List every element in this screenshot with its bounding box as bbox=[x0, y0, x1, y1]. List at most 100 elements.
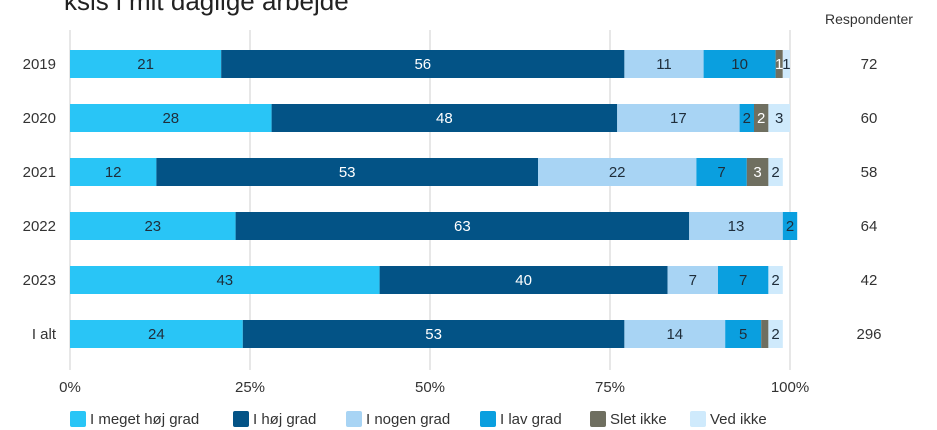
data-label: 3 bbox=[775, 110, 783, 127]
grid-lines bbox=[69, 30, 791, 370]
bar-segment bbox=[624, 320, 726, 348]
bar-segment bbox=[221, 50, 625, 78]
data-label: 14 bbox=[666, 326, 683, 343]
x-tick-label: 0% bbox=[59, 379, 81, 396]
legend-swatch bbox=[480, 411, 496, 427]
data-label: 2 bbox=[757, 110, 765, 127]
data-label: 10 bbox=[731, 56, 748, 73]
data-label: 24 bbox=[148, 326, 165, 343]
bar-segment bbox=[768, 320, 783, 348]
data-label: 13 bbox=[728, 218, 745, 235]
bar-segment bbox=[617, 104, 740, 132]
data-label: 2 bbox=[771, 272, 779, 289]
legend-item: Ved ikke bbox=[690, 411, 767, 428]
bar-segment bbox=[242, 320, 625, 348]
x-tick-label: 50% bbox=[415, 379, 445, 396]
data-label: 56 bbox=[414, 56, 431, 73]
legend-swatch bbox=[233, 411, 249, 427]
data-label: 1 bbox=[775, 56, 783, 73]
data-label: 2 bbox=[786, 218, 794, 235]
data-label: 7 bbox=[717, 164, 725, 181]
category-label: I alt bbox=[32, 326, 57, 343]
bar-segment bbox=[156, 158, 538, 186]
bar-segment bbox=[379, 266, 668, 294]
data-label: 22 bbox=[609, 164, 626, 181]
data-label: 21 bbox=[137, 56, 154, 73]
data-label: 40 bbox=[515, 272, 532, 289]
legend-label: Slet ikke bbox=[610, 411, 667, 428]
data-label: 11 bbox=[656, 56, 672, 73]
bar-segment bbox=[235, 212, 690, 240]
respondent-counts: 72 60 58 64 42 296 bbox=[856, 56, 881, 343]
bar-segment bbox=[754, 104, 769, 132]
data-label: 2 bbox=[743, 110, 751, 127]
respondent-count: 64 bbox=[861, 218, 878, 235]
bar-segment bbox=[725, 320, 762, 348]
category-label: 2023 bbox=[23, 272, 56, 289]
x-tick-label: 100% bbox=[771, 379, 809, 396]
legend-label: I høj grad bbox=[253, 411, 316, 428]
bar-segment bbox=[70, 212, 236, 240]
data-label: 43 bbox=[216, 272, 233, 289]
bar-segment bbox=[761, 320, 769, 348]
respondent-count: 72 bbox=[861, 56, 878, 73]
data-label: 7 bbox=[739, 272, 747, 289]
legend-swatch bbox=[690, 411, 706, 427]
legend-label: I lav grad bbox=[500, 411, 562, 428]
bar-segment bbox=[739, 104, 754, 132]
legend-item: I nogen grad bbox=[346, 411, 450, 428]
bar-segment bbox=[689, 212, 783, 240]
category-label: 2019 bbox=[23, 56, 56, 73]
respondent-count: 60 bbox=[861, 110, 878, 127]
bar-segment bbox=[768, 104, 790, 132]
bar-segment bbox=[667, 266, 718, 294]
bar-segment bbox=[775, 50, 783, 78]
bar-segment bbox=[538, 158, 697, 186]
respondent-count: 296 bbox=[856, 326, 881, 343]
data-label: 5 bbox=[739, 326, 747, 343]
data-label: 12 bbox=[105, 164, 122, 181]
legend-item: I meget høj grad bbox=[70, 411, 199, 428]
legend-label: I nogen grad bbox=[366, 411, 450, 428]
legend-swatch bbox=[346, 411, 362, 427]
bar-segment bbox=[768, 266, 783, 294]
data-label: 23 bbox=[144, 218, 161, 235]
category-label: 2020 bbox=[23, 110, 56, 127]
data-label: 2 bbox=[771, 326, 779, 343]
legend-item: I lav grad bbox=[480, 411, 562, 428]
legend-item: I høj grad bbox=[233, 411, 316, 428]
data-label: 3 bbox=[753, 164, 761, 181]
bar-segment bbox=[624, 50, 704, 78]
data-label: 63 bbox=[454, 218, 471, 235]
data-label: 28 bbox=[162, 110, 179, 127]
axis-labels: 2019 2020 2021 2022 2023 I alt 0% 25% 50% 75% 100% bbox=[23, 56, 810, 396]
x-tick-label: 75% bbox=[595, 379, 625, 396]
legend-label: Ved ikke bbox=[710, 411, 767, 428]
legend: I meget høj grad I høj grad I nogen grad I … bbox=[70, 411, 767, 428]
bar-segment bbox=[70, 104, 272, 132]
data-label: 17 bbox=[670, 110, 687, 127]
bar-segment bbox=[70, 320, 243, 348]
legend-label: I meget høj grad bbox=[90, 411, 199, 428]
data-label: 2 bbox=[771, 164, 779, 181]
category-label: 2021 bbox=[23, 164, 56, 181]
bar-segment bbox=[782, 50, 790, 78]
bar-segment bbox=[70, 266, 380, 294]
category-label: 2022 bbox=[23, 218, 56, 235]
data-label: 53 bbox=[339, 164, 356, 181]
legend-swatch bbox=[590, 411, 606, 427]
x-tick-label: 25% bbox=[235, 379, 265, 396]
data-label: 53 bbox=[425, 326, 442, 343]
respondents-header: Respondenter bbox=[825, 11, 913, 27]
bar-segment bbox=[746, 158, 769, 186]
data-label: 7 bbox=[689, 272, 697, 289]
bar-segment bbox=[70, 158, 157, 186]
legend-item: Slet ikke bbox=[590, 411, 667, 428]
data-label: 1 bbox=[782, 56, 790, 73]
chart-title: ksis i mit daglige arbejde bbox=[64, 0, 349, 16]
data-label: 48 bbox=[436, 110, 453, 127]
legend-swatch bbox=[70, 411, 86, 427]
respondent-count: 58 bbox=[861, 164, 878, 181]
